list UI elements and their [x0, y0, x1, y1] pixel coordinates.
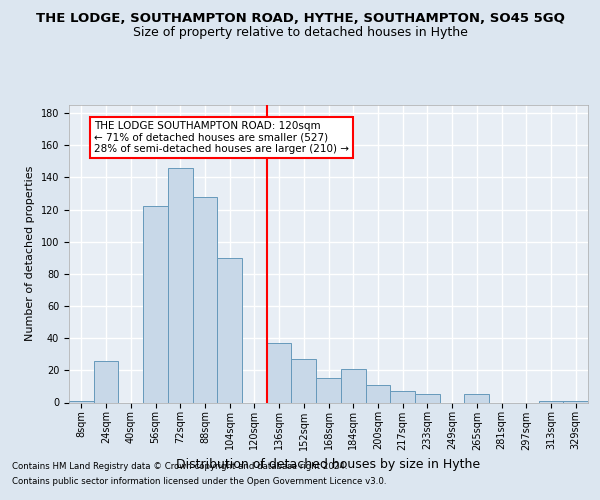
X-axis label: Distribution of detached houses by size in Hythe: Distribution of detached houses by size …	[176, 458, 481, 471]
Bar	[464, 394, 489, 402]
Bar	[390, 391, 415, 402]
Bar	[193, 196, 217, 402]
Bar	[267, 343, 292, 402]
Bar	[143, 206, 168, 402]
Bar	[563, 401, 588, 402]
Bar	[365, 385, 390, 402]
Bar	[341, 368, 365, 402]
Y-axis label: Number of detached properties: Number of detached properties	[25, 166, 35, 342]
Bar	[292, 359, 316, 403]
Bar	[539, 401, 563, 402]
Bar	[217, 258, 242, 402]
Text: Contains HM Land Registry data © Crown copyright and database right 2024.: Contains HM Land Registry data © Crown c…	[12, 462, 347, 471]
Bar	[69, 401, 94, 402]
Bar	[94, 360, 118, 403]
Bar	[168, 168, 193, 402]
Text: Size of property relative to detached houses in Hythe: Size of property relative to detached ho…	[133, 26, 467, 39]
Bar	[316, 378, 341, 402]
Text: THE LODGE, SOUTHAMPTON ROAD, HYTHE, SOUTHAMPTON, SO45 5GQ: THE LODGE, SOUTHAMPTON ROAD, HYTHE, SOUT…	[35, 12, 565, 26]
Text: Contains public sector information licensed under the Open Government Licence v3: Contains public sector information licen…	[12, 477, 386, 486]
Text: THE LODGE SOUTHAMPTON ROAD: 120sqm
← 71% of detached houses are smaller (527)
28: THE LODGE SOUTHAMPTON ROAD: 120sqm ← 71%…	[94, 121, 349, 154]
Bar	[415, 394, 440, 402]
